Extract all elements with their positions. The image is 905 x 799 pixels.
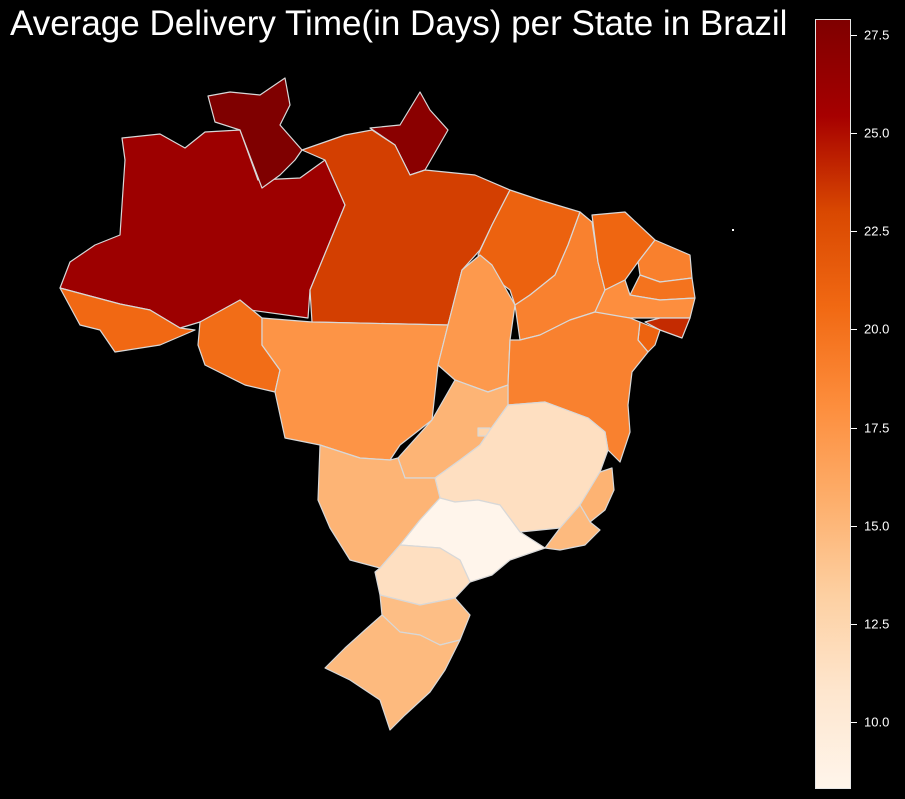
state-AC	[59, 287, 196, 353]
brazil-map	[59, 77, 734, 731]
colorbar-tick-label: 17.5	[864, 420, 890, 436]
state-AM	[59, 129, 346, 329]
state-CE	[591, 211, 656, 291]
colorbar-tick-label: 25.0	[864, 125, 890, 141]
colorbar-tick-label: 22.5	[864, 223, 890, 239]
colorbar-tick-label: 27.5	[864, 27, 890, 43]
colorbar-tick	[851, 34, 857, 36]
colorbar-tick-label: 12.5	[864, 616, 890, 632]
state-RJ	[544, 504, 601, 551]
colorbar-tick-label: 15.0	[864, 518, 890, 534]
island-marker	[732, 229, 734, 231]
colorbar-tick	[851, 427, 857, 429]
state-AL	[644, 317, 691, 339]
map-title: Average Delivery Time(in Days) per State…	[10, 4, 788, 43]
colorbar-tick	[851, 624, 857, 625]
colorbar-tick	[851, 329, 857, 331]
colorbar-tick-label: 20.0	[864, 321, 890, 337]
colorbar-tick	[851, 231, 857, 233]
colorbar-tick	[851, 722, 857, 724]
colorbar-tick	[851, 132, 857, 134]
colorbar	[815, 19, 851, 789]
state-RS	[324, 614, 461, 731]
colorbar-tick-label: 10.0	[864, 714, 890, 730]
colorbar-tick	[851, 525, 857, 527]
